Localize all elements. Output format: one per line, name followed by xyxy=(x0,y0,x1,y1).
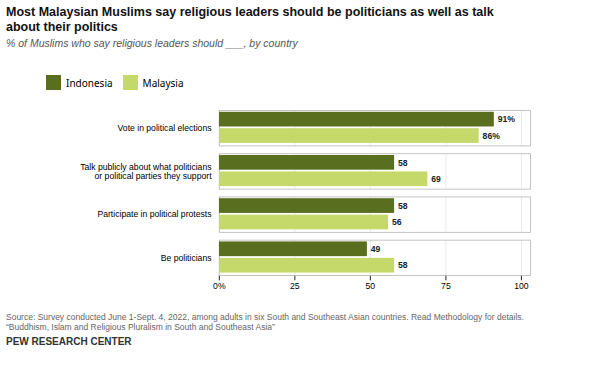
html-text:% of ​Muslims​ who say religio: % of ​Muslims​ who say religious leaders… xyxy=(6,37,298,49)
svg-text:100: 100 xyxy=(514,281,529,291)
svg-text:58: 58 xyxy=(398,201,408,211)
svg-text:58: 58 xyxy=(398,260,408,270)
html-text:Malaysia: Malaysia xyxy=(142,75,184,90)
svg-text:86%: 86% xyxy=(483,131,501,141)
svg-text:56: 56 xyxy=(392,217,402,227)
svg-text:Participate in political prote: Participate in political protests xyxy=(97,209,211,219)
svg-text:Talk publicly about what polit: Talk publicly about what politiciansor p… xyxy=(80,162,212,181)
svg-text:Be politicians: Be politicians xyxy=(161,253,212,263)
html-text:Source: Survey conducted June: Source: Survey conducted June 1-Sept. 4,… xyxy=(6,311,524,333)
svg-text:49: 49 xyxy=(371,244,381,254)
svg-text:25: 25 xyxy=(290,281,300,291)
html-text:PEW RESEARCH CENTER: PEW RESEARCH CENTER xyxy=(6,335,132,347)
svg-text:75: 75 xyxy=(441,281,451,291)
svg-text:Vote in political elections: Vote in political elections xyxy=(118,123,212,133)
svg-text:50: 50 xyxy=(366,281,376,291)
html-text:Most Malaysian Muslims say rel: Most Malaysian Muslims say religious lea… xyxy=(6,5,494,34)
svg-text:69: 69 xyxy=(431,174,441,184)
svg-text:0%: 0% xyxy=(213,281,226,291)
svg-text:91%: 91% xyxy=(498,114,516,124)
svg-text:58: 58 xyxy=(398,158,408,168)
html-text:Indonesia: Indonesia xyxy=(66,75,113,90)
